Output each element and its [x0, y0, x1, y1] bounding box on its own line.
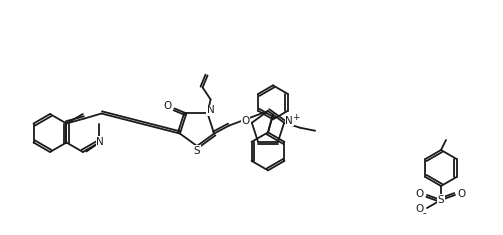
Text: S: S: [194, 146, 200, 156]
Text: N: N: [97, 137, 104, 146]
Text: O: O: [242, 116, 250, 126]
Text: O: O: [416, 204, 424, 214]
Text: O: O: [416, 189, 424, 199]
Text: N: N: [207, 106, 214, 115]
Text: S: S: [438, 195, 444, 205]
Text: -: -: [422, 208, 426, 218]
Text: +: +: [292, 113, 300, 122]
Text: N: N: [285, 116, 293, 126]
Text: O: O: [458, 189, 466, 199]
Text: O: O: [163, 102, 172, 111]
